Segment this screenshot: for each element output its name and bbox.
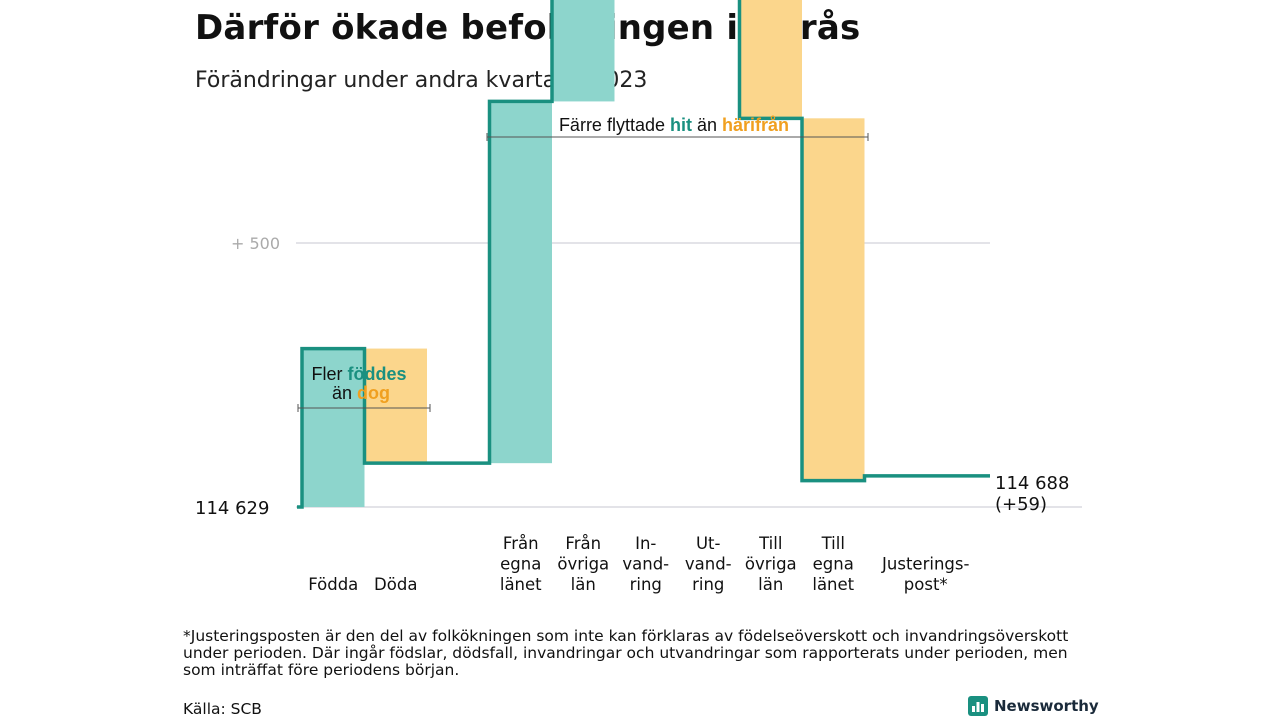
x-category-label: Födda [308, 575, 358, 594]
cumulative-step-line [297, 0, 990, 509]
waterfall-bar [739, 0, 802, 119]
births-annotation-line1: Fler föddes [311, 364, 406, 384]
footnote: *Justeringsposten är den del av folkökni… [183, 627, 1069, 679]
waterfall-bar [552, 0, 615, 102]
source-note: Källa: SCB [183, 700, 262, 718]
bar-chart-icon [968, 696, 988, 716]
end-value-label: 114 688 (+59) [995, 473, 1069, 515]
x-category-label: Döda [374, 575, 417, 594]
waterfall-bar [364, 348, 427, 464]
x-category-label: Från egna länet [500, 534, 542, 594]
x-category-label: In-vand-ring [622, 534, 669, 594]
x-category-label: Ut-vand-ring [685, 534, 732, 594]
waterfall-bar [302, 348, 365, 507]
x-category-label: Till egna länet [812, 534, 854, 594]
y-tick-label: + 500 [231, 234, 280, 253]
brand-name: Newsworthy [994, 697, 1099, 715]
waterfall-bar [489, 101, 552, 464]
start-value-label: 114 629 [195, 498, 269, 519]
moves-annotation: Färre flyttade hit än härifrån [559, 115, 789, 135]
x-category-label: Från övriga län [557, 534, 609, 594]
x-category-label: Till övriga län [745, 534, 797, 594]
brand-logo: Newsworthy [968, 696, 1099, 716]
x-category-label: Justerings-post* [881, 555, 969, 595]
births-annotation-line2: än dog [332, 383, 390, 403]
waterfall-chart: +1 000+ 500FöddaDödaFrånegnalänetFrånövr… [195, 0, 1082, 595]
waterfall-bar [802, 118, 865, 481]
